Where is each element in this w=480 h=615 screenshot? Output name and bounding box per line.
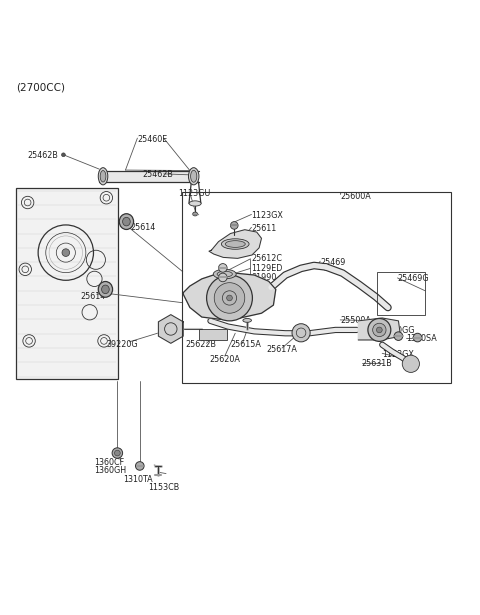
Text: 1360GG: 1360GG (382, 326, 415, 335)
Text: 1310TA: 1310TA (123, 475, 153, 484)
Text: 25631B: 25631B (362, 359, 393, 368)
Text: 1123GX: 1123GX (252, 212, 283, 220)
Circle shape (135, 462, 144, 470)
Circle shape (115, 450, 120, 456)
Polygon shape (183, 273, 276, 319)
Circle shape (218, 264, 227, 272)
Circle shape (227, 295, 232, 301)
Circle shape (230, 221, 238, 229)
Circle shape (402, 355, 420, 373)
Text: 25617A: 25617A (266, 345, 297, 354)
Circle shape (206, 275, 252, 321)
Text: 1153CB: 1153CB (148, 483, 180, 493)
Text: 91990: 91990 (252, 274, 277, 282)
Ellipse shape (98, 282, 113, 297)
Text: 25612C: 25612C (252, 255, 282, 263)
Text: 25615A: 25615A (230, 340, 261, 349)
Circle shape (112, 448, 122, 458)
Text: 25462B: 25462B (142, 170, 173, 180)
Text: 1123GX: 1123GX (382, 350, 414, 359)
Ellipse shape (189, 201, 201, 206)
Text: 25462B: 25462B (28, 151, 59, 161)
Text: 25614: 25614 (130, 223, 156, 232)
Text: 25469: 25469 (320, 258, 346, 267)
Ellipse shape (225, 240, 245, 247)
Polygon shape (359, 318, 400, 340)
Circle shape (394, 332, 403, 341)
Circle shape (368, 319, 391, 341)
FancyBboxPatch shape (99, 170, 199, 182)
Polygon shape (158, 315, 183, 343)
Ellipse shape (243, 319, 252, 322)
Text: 25611: 25611 (252, 224, 276, 233)
Text: 25620A: 25620A (209, 354, 240, 363)
Ellipse shape (213, 269, 236, 279)
Ellipse shape (122, 217, 130, 226)
Circle shape (214, 283, 245, 313)
Circle shape (413, 333, 422, 342)
Circle shape (62, 249, 70, 256)
Ellipse shape (191, 170, 197, 182)
Text: 1129ED: 1129ED (252, 264, 283, 273)
Ellipse shape (193, 212, 198, 216)
Ellipse shape (119, 214, 133, 229)
Text: 25614: 25614 (80, 292, 106, 301)
FancyBboxPatch shape (16, 188, 118, 379)
Text: 25600A: 25600A (340, 192, 371, 201)
Text: 1123GU: 1123GU (178, 189, 210, 199)
Text: (2700CC): (2700CC) (16, 82, 65, 92)
Ellipse shape (102, 285, 109, 293)
Ellipse shape (189, 168, 199, 185)
Ellipse shape (221, 239, 249, 249)
Ellipse shape (100, 170, 106, 182)
Text: 39220G: 39220G (107, 340, 138, 349)
Text: 25460E: 25460E (137, 135, 168, 143)
Text: 25622B: 25622B (185, 340, 216, 349)
Text: 25469G: 25469G (397, 274, 429, 284)
Circle shape (61, 153, 65, 157)
Polygon shape (209, 230, 262, 258)
Circle shape (372, 323, 386, 336)
Circle shape (218, 273, 227, 282)
Text: 1360CF: 1360CF (95, 458, 125, 467)
Circle shape (292, 323, 310, 342)
Text: 1360GH: 1360GH (95, 466, 127, 475)
FancyBboxPatch shape (199, 330, 227, 340)
Ellipse shape (98, 168, 108, 185)
Circle shape (376, 327, 382, 333)
Text: 25500A: 25500A (340, 316, 371, 325)
Text: 1310SA: 1310SA (406, 334, 437, 343)
